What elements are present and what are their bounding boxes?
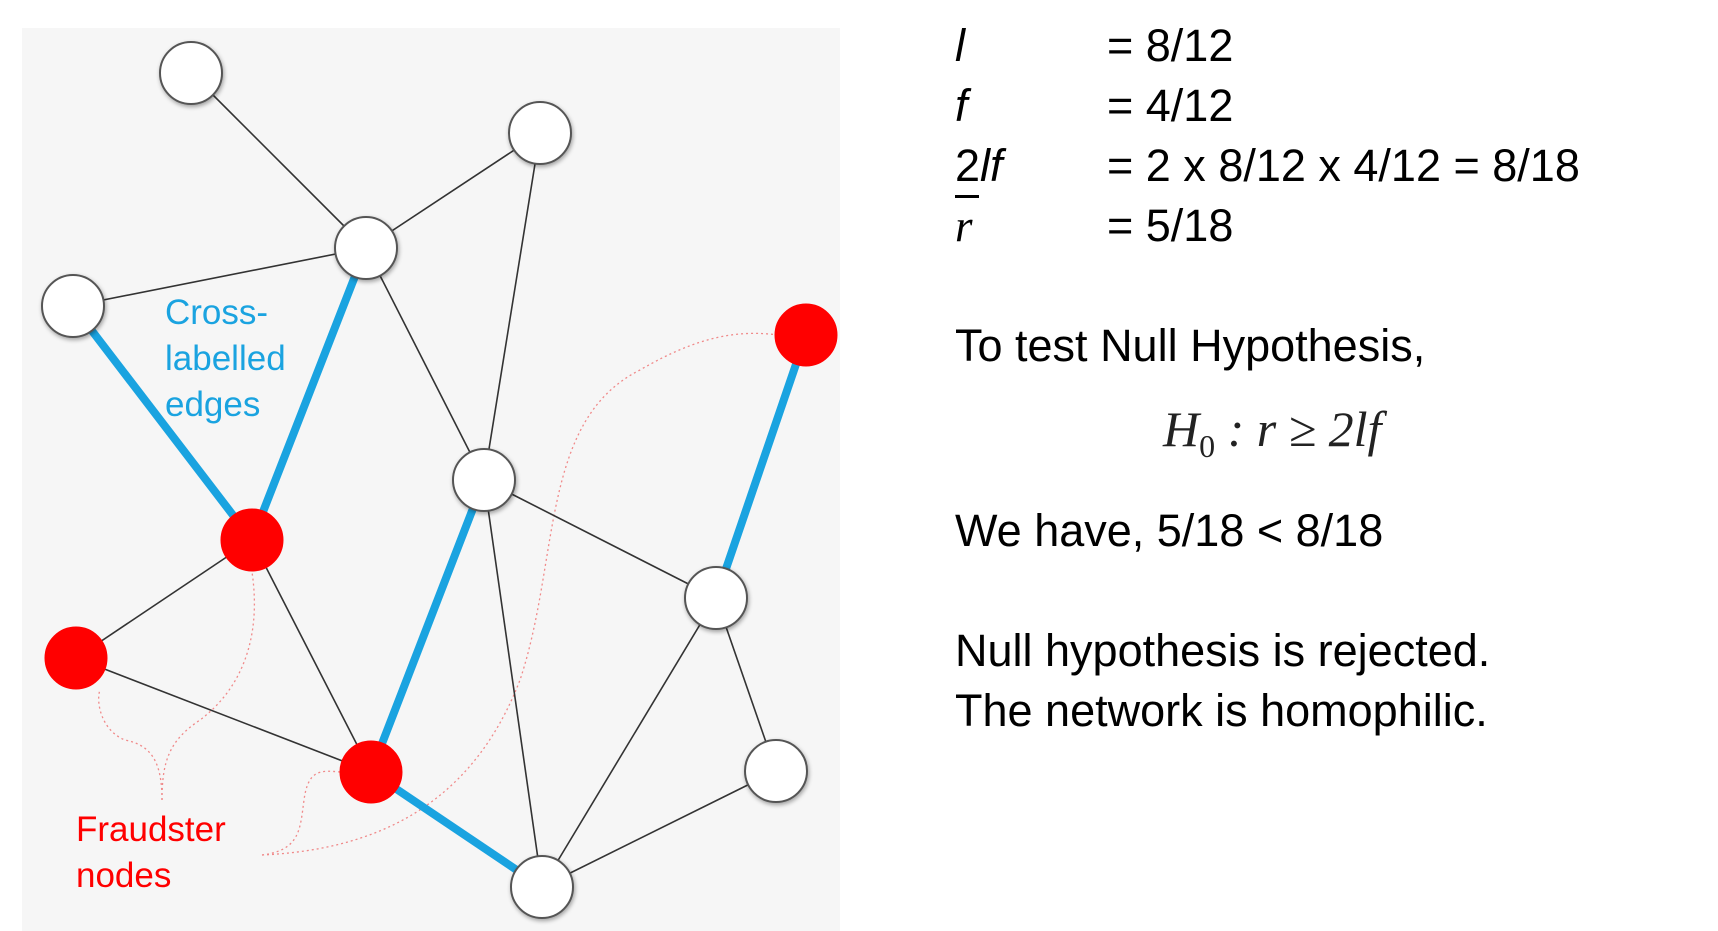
- fraudster-nodes-label: Fraudster nodes: [76, 810, 226, 895]
- cross-labelled-edges-label: Cross- labelled edges: [165, 293, 286, 424]
- edge-n10-n12: [541, 597, 717, 888]
- f-symbol: f: [955, 80, 968, 131]
- fraud-pointer-curve-1: [98, 689, 163, 801]
- cross-edge-n11-n10: [712, 333, 810, 600]
- edge-n3-n4: [72, 247, 367, 307]
- edge-n6-n8: [75, 657, 372, 773]
- cross-edge-n4-n5: [69, 303, 256, 543]
- fraud-pointer-curve-3: [261, 770, 341, 856]
- edge-n7-n12: [483, 479, 543, 888]
- r-hat-glyph: r: [955, 201, 973, 251]
- fraud-node-n8: [339, 740, 403, 804]
- node-n1: [159, 41, 223, 105]
- fraud-pointer-curve-4: [261, 332, 779, 856]
- 2lf-prefix: 2: [955, 140, 981, 191]
- 2lf-value: = 2 x 8/12 x 4/12 = 8/18: [1107, 140, 1580, 191]
- node-n7: [452, 448, 516, 512]
- formula-subscript: 0: [1199, 428, 1216, 464]
- node-n9: [744, 739, 808, 803]
- 2lf-symbol: 2lf: [955, 140, 1003, 192]
- cross-edge-n3-n5: [248, 246, 370, 542]
- comparison-text: We have, 5/18 < 8/18: [955, 505, 1384, 556]
- cross-edge-n7-n8: [367, 478, 488, 774]
- null-hypothesis-formula: H0 : r ≥ 2lf: [1163, 400, 1381, 465]
- edge-n2-n3: [365, 132, 541, 249]
- conclusion-homophilic: The network is homophilic.: [955, 685, 1488, 736]
- edge-n1-n3: [190, 72, 367, 249]
- node-n12: [510, 855, 574, 919]
- edge-n5-n6: [75, 539, 253, 659]
- conclusion-rejected: Null hypothesis is rejected.: [955, 625, 1491, 676]
- r-hat-value: = 5/18: [1107, 200, 1234, 251]
- r-hat-symbol: r: [955, 200, 973, 252]
- node-n2: [508, 101, 572, 165]
- formula-h: H: [1163, 401, 1200, 457]
- graph-nodes: [41, 41, 838, 919]
- l-symbol: l: [955, 20, 965, 71]
- fraud-node-n5: [220, 508, 284, 572]
- node-n10: [684, 566, 748, 630]
- cross-edge-n8-n12: [368, 768, 545, 891]
- node-n4: [41, 274, 105, 338]
- hypothesis-intro: To test Null Hypothesis,: [955, 320, 1426, 371]
- fraud-annotation-curves: [98, 332, 779, 856]
- fraud-node-n11: [774, 303, 838, 367]
- graph-panel: [22, 28, 840, 931]
- edge-n9-n12: [541, 770, 777, 888]
- edge-n7-n10: [483, 479, 717, 599]
- node-n3: [334, 216, 398, 280]
- edge-n2-n7: [483, 132, 541, 481]
- formula-rest: : r ≥ 2lf: [1215, 401, 1382, 457]
- graph-edges: [69, 72, 810, 891]
- fraud-pointer-curve-2: [161, 571, 256, 801]
- f-value: = 4/12: [1107, 80, 1234, 131]
- l-value: = 8/12: [1107, 20, 1234, 71]
- edge-n5-n8: [251, 539, 372, 773]
- 2lf-vars: lf: [980, 140, 1003, 191]
- fraud-node-n6: [44, 626, 108, 690]
- edge-n3-n7: [365, 247, 485, 481]
